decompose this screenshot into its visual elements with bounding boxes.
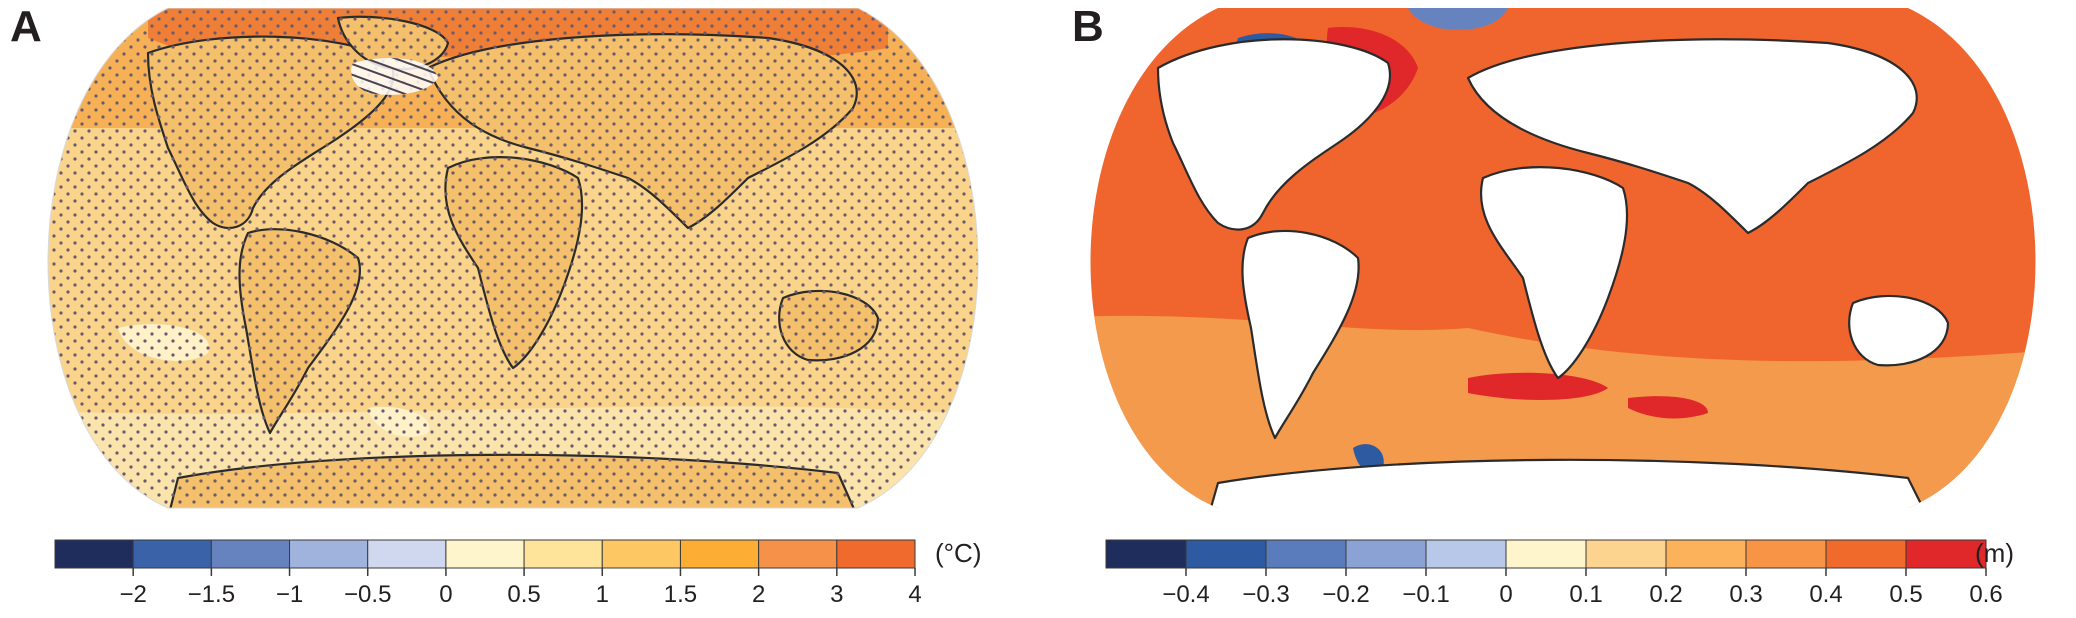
colorbar-b-tick-label: −0.2: [1322, 581, 1369, 608]
colorbar-a-tick-label: 1.5: [664, 581, 697, 608]
africa: [1480, 165, 1629, 380]
colorbar-b-swatches: [1105, 539, 1987, 569]
south-america: [1241, 229, 1360, 440]
colorbar-b-swatch: [1825, 539, 1907, 569]
colorbar-b-unit: (m): [1975, 538, 2014, 568]
colorbar-b-swatch: [1185, 539, 1267, 569]
panel-letter: A: [10, 2, 42, 51]
colorbar-a: −2 −1.5 −1 −0.5 0 0.5 1 1.5 2 3 4 (°C): [54, 538, 982, 608]
colorbar-a-unit: (°C): [935, 538, 982, 568]
colorbar-a-tick-label: 1: [596, 581, 609, 608]
colorbar-b-swatch: [1105, 539, 1187, 569]
colorbar-a-swatches: [54, 539, 916, 569]
colorbar-b-swatch: [1265, 539, 1347, 569]
colorbar-a-swatch: [54, 539, 134, 569]
colorbar-b: −0.4 −0.3 −0.2 −0.1 0 0.1 0.2 0.3 0.4 0.5 0.6 (m): [1105, 538, 2014, 608]
southern-indian-peak: [1468, 372, 1608, 400]
temperature-change-map: [47, 8, 979, 509]
colorbar-b-tick-label: 0.2: [1649, 581, 1682, 608]
colorbar-a-swatch: [679, 539, 760, 569]
continents: [1156, 38, 1950, 508]
sea-level-change-map: [1090, 8, 2036, 508]
panel-a: A: [0, 0, 1030, 618]
colorbar-b-swatch: [1425, 539, 1507, 569]
colorbar-b-swatch: [1905, 539, 1987, 569]
hatched-north-atlantic-lines: [351, 58, 438, 95]
colorbar-b-tick-label: −0.4: [1162, 581, 1209, 608]
colorbar-a-swatch: [523, 539, 603, 569]
colorbar-a-swatch: [758, 539, 838, 569]
colorbar-b-tick-label: 0.3: [1729, 581, 1762, 608]
colorbar-a-swatch: [289, 539, 369, 569]
colorbar-a-tick-label: −1.5: [188, 581, 235, 608]
panel-b: B −0.4 −0.3 −0.2 −0.1 0 0.1 0.2 0.3 0.4: [1040, 0, 2076, 618]
australia: [1848, 294, 1950, 367]
colorbar-b-tick-label: −0.3: [1242, 581, 1289, 608]
colorbar-b-tick-label: 0.1: [1569, 581, 1602, 608]
arctic-cool-region: [1408, 8, 1508, 30]
colorbar-b-tick-label: −0.1: [1402, 581, 1449, 608]
colorbar-a-tick-label: 2: [752, 581, 765, 608]
antarctica: [1206, 458, 1930, 508]
colorbar-b-swatch: [1505, 539, 1587, 569]
colorbar-a-swatch: [601, 539, 681, 569]
colorbar-a-tick-label: 0: [439, 581, 452, 608]
colorbar-b-tick-label: 0.6: [1969, 581, 2002, 608]
colorbar-b-tick-label: 0.4: [1809, 581, 1842, 608]
colorbar-b-swatch: [1665, 539, 1747, 569]
colorbar-a-ticks: −2 −1.5 −1 −0.5 0 0.5 1 1.5 2 3 4: [119, 568, 922, 608]
colorbar-b-ticks: −0.4 −0.3 −0.2 −0.1 0 0.1 0.2 0.3 0.4 0.5 0.6: [1162, 568, 2003, 608]
colorbar-a-tick-label: −2: [119, 581, 146, 608]
colorbar-b-tick-label: 0.5: [1889, 581, 1922, 608]
colorbar-a-tick-label: 3: [830, 581, 843, 608]
colorbar-a-swatch: [836, 539, 916, 569]
colorbar-a-tick-label: −1: [276, 581, 303, 608]
stippling-overlay: [48, 8, 978, 508]
colorbar-b-swatch: [1345, 539, 1427, 569]
colorbar-a-swatch: [210, 539, 291, 569]
colorbar-b-swatch: [1745, 539, 1827, 569]
panel-letter: B: [1072, 2, 1104, 51]
colorbar-b-swatch: [1585, 539, 1667, 569]
eurasia: [1466, 38, 1918, 235]
colorbar-a-tick-label: −0.5: [344, 581, 391, 608]
southern-pacific-peak: [1628, 396, 1708, 419]
colorbar-b-tick-label: 0: [1499, 581, 1512, 608]
colorbar-a-swatch: [445, 539, 525, 569]
colorbar-a-tick-label: 0.5: [507, 581, 540, 608]
colorbar-a-tick-label: 4: [908, 581, 921, 608]
north-america: [1156, 38, 1391, 231]
colorbar-a-swatch: [367, 539, 447, 569]
colorbar-a-swatch: [132, 539, 212, 569]
